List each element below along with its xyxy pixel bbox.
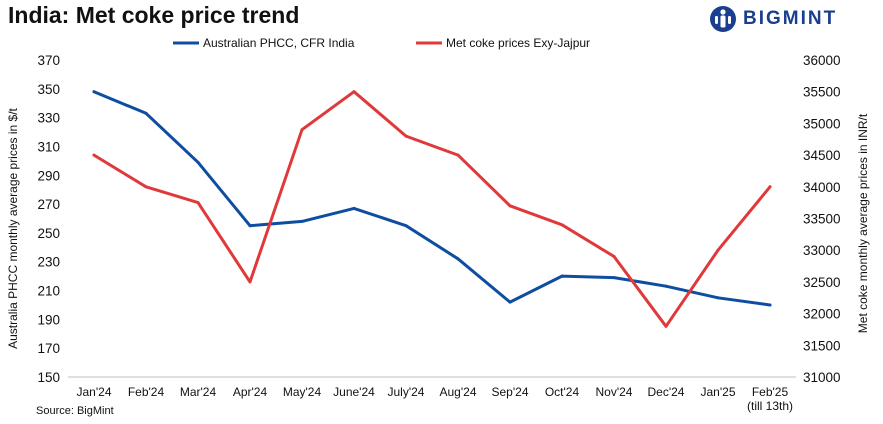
y-left-tick-label: 190: [37, 312, 60, 327]
y-right-tick-label: 33000: [803, 243, 841, 258]
y-right-tick-label: 32000: [803, 307, 841, 322]
data-point: [352, 90, 356, 94]
y-right-tick-label: 33500: [803, 212, 841, 227]
data-point: [508, 204, 512, 208]
x-tick-label: Aug'24: [440, 385, 477, 399]
data-point: [92, 90, 96, 94]
y-right-tick-label: 34000: [803, 180, 841, 195]
data-point: [196, 160, 200, 164]
brand-logo: BIGMINT: [709, 5, 837, 33]
series-line-2: [92, 90, 772, 328]
x-tick-label: July'24: [388, 385, 425, 399]
x-tick-label: Feb'25: [752, 385, 789, 399]
brand-name: BIGMINT: [743, 8, 838, 29]
data-point: [404, 224, 408, 228]
y-left-tick-label: 250: [37, 226, 60, 241]
data-point: [300, 219, 304, 223]
legend: Australian PHCC, CFR India Met coke price…: [173, 36, 590, 50]
data-point: [300, 128, 304, 132]
data-point: [612, 276, 616, 280]
data-point: [768, 303, 772, 307]
y-left-tick-label: 230: [37, 255, 60, 270]
y-right-axis-label: Met coke monthly average prices in INR/t: [856, 113, 870, 333]
legend-label-2: Met coke prices Exy-Jajpur: [446, 36, 590, 50]
data-point: [456, 153, 460, 157]
data-point: [716, 296, 720, 300]
x-tick-label: Jan'24: [77, 385, 112, 399]
x-tick-label: Apr'24: [233, 385, 268, 399]
x-tick-label: Oct'24: [545, 385, 580, 399]
y-right-tick-label: 36000: [803, 53, 841, 68]
data-point: [144, 185, 148, 189]
data-point: [508, 300, 512, 304]
y-right-tick-label: 31500: [803, 338, 841, 353]
y-right-tick-label: 35500: [803, 85, 841, 100]
y-left-tick-label: 330: [37, 111, 60, 126]
y-right-tick-label: 32500: [803, 275, 841, 290]
x-tick-label: Nov'24: [596, 385, 633, 399]
data-point: [196, 201, 200, 205]
y-right-tick-label: 35000: [803, 116, 841, 131]
data-point: [768, 185, 772, 189]
y-left-tick-label: 350: [37, 82, 60, 97]
data-point: [560, 274, 564, 278]
data-point: [404, 134, 408, 138]
x-tick-note: (till 13th): [747, 399, 793, 413]
data-point: [144, 111, 148, 115]
y-right-tick-label: 31000: [803, 370, 841, 385]
x-tick-label: Feb'24: [128, 385, 165, 399]
brand-logo-icon: [710, 6, 736, 32]
series-lines: [92, 90, 772, 328]
x-tick-label: Mar'24: [180, 385, 217, 399]
data-point: [248, 224, 252, 228]
data-point: [92, 153, 96, 157]
x-tick-label: June'24: [333, 385, 375, 399]
chart-title: India: Met coke price trend: [8, 2, 300, 28]
y-left-tick-label: 310: [37, 139, 60, 154]
y-left-axis-label: Australia PHCC monthly average prices in…: [6, 107, 20, 348]
series-line-1: [92, 90, 772, 307]
data-point: [664, 284, 668, 288]
x-tick-label: Dec'24: [648, 385, 685, 399]
y-left-tick-label: 290: [37, 168, 60, 183]
y-left-tick-label: 370: [37, 53, 60, 68]
data-point: [560, 223, 564, 227]
data-point: [612, 255, 616, 259]
data-point: [716, 248, 720, 252]
x-tick-label: Jan'25: [701, 385, 736, 399]
x-tick-label: May'24: [283, 385, 322, 399]
x-axis: Jan'24 Feb'24 Mar'24 Apr'24 May'24 June'24 Jul…: [68, 376, 796, 413]
data-point: [456, 257, 460, 261]
y-right-tick-label: 34500: [803, 148, 841, 163]
data-point: [352, 206, 356, 210]
y-axis-right: 31000 31500 32000 32500 33000 33500 34000 34500…: [803, 53, 870, 385]
y-axis-left: 150 170 190 210 230 250 270 290 310 330 350 370 Aust…: [6, 53, 60, 385]
y-left-tick-label: 170: [37, 341, 60, 356]
y-left-tick-label: 150: [37, 370, 60, 385]
x-tick-label: Sep'24: [492, 385, 529, 399]
legend-label-1: Australian PHCC, CFR India: [203, 36, 355, 50]
y-left-tick-label: 270: [37, 197, 60, 212]
data-point: [664, 324, 668, 328]
y-left-tick-label: 210: [37, 284, 60, 299]
source-note: Source: BigMint: [36, 405, 114, 417]
data-point: [248, 280, 252, 284]
